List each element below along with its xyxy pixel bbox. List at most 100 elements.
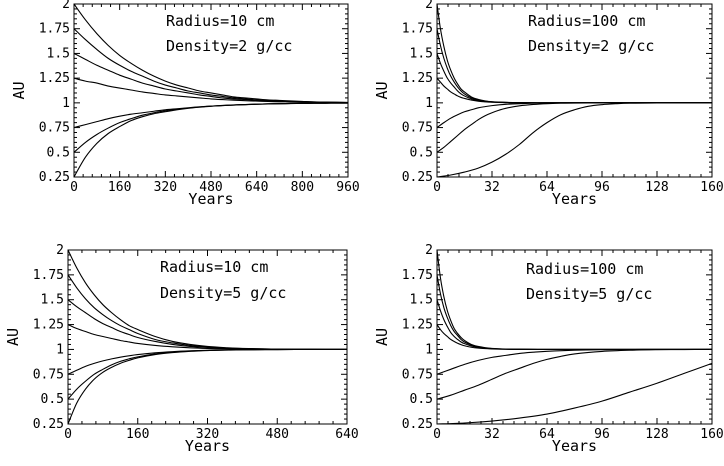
series-line: [73, 102, 349, 153]
panel-top-right: 0.25 0.5 0.75 1 1.25 1.5 1.75 2 0 32 64 96 128 160 R…: [373, 0, 724, 208]
y-tick-label: 1.25: [402, 71, 433, 86]
y-tick-label: 1: [62, 96, 70, 111]
x-tick-label: 128: [645, 427, 668, 442]
y-tick-label: 1.5: [41, 293, 64, 308]
panel-bottom-right: 0.25 0.5 0.75 1 1.25 1.5 1.75 2 0 32 64 96 128 160 R…: [373, 243, 724, 455]
series-line: [436, 102, 713, 178]
series-line: [67, 348, 348, 375]
x-tick-label: 480: [199, 180, 222, 195]
annotation-radius: Radius=10 cm: [160, 258, 268, 276]
x-tick-label: 32: [484, 427, 500, 442]
y-tick-label: 1.25: [33, 318, 64, 333]
series-line: [67, 324, 348, 350]
annotation-density: Density=5 g/cc: [526, 285, 652, 303]
x-tick-label: 160: [700, 180, 723, 195]
annotation-density: Density=2 g/cc: [166, 37, 292, 55]
x-tick-label: 64: [539, 180, 555, 195]
y-tick-label: 0.75: [39, 121, 70, 136]
x-tick-label: 64: [539, 427, 555, 442]
annotation-density: Density=5 g/cc: [160, 284, 286, 302]
x-tick-label: 128: [645, 180, 668, 195]
series-line: [67, 299, 348, 350]
y-axis-title: AU: [4, 328, 22, 346]
y-tick-label: 0.5: [410, 392, 433, 407]
y-tick-label: 2: [56, 243, 64, 258]
y-tick-label: 1.75: [402, 22, 433, 37]
x-tick-label: 640: [335, 427, 358, 442]
x-tick-label: 160: [108, 180, 131, 195]
tick-marks: [73, 3, 349, 178]
annotation-radius: Radius=10 cm: [166, 12, 274, 30]
y-tick-label: 0.25: [402, 417, 433, 432]
x-tick-label: 800: [291, 180, 314, 195]
y-tick-label: 1: [425, 342, 433, 357]
y-axis-title: AU: [10, 81, 28, 99]
curves: [73, 3, 349, 178]
y-tick-label: 1: [425, 96, 433, 111]
panel-top-left: 0.25 0.5 0.75 1 1.25 1.5 1.75 2 0 160 320 480 640 80…: [10, 0, 360, 208]
plot-frame: [67, 249, 348, 425]
x-axis-title: Years: [188, 190, 233, 208]
series-line: [73, 102, 349, 178]
series-line: [436, 348, 713, 400]
y-tick-label: 1.5: [410, 293, 433, 308]
y-tick-label: 0.75: [33, 367, 64, 382]
x-tick-label: 0: [64, 427, 72, 442]
series-line: [436, 102, 712, 129]
x-tick-label: 96: [594, 180, 610, 195]
y-tick-label: 1.75: [402, 268, 433, 283]
curves: [436, 249, 713, 425]
x-axis-title: Years: [552, 437, 597, 455]
y-tick-label: 0.5: [47, 145, 70, 160]
y-tick-label: 1.25: [402, 318, 433, 333]
tick-marks: [67, 249, 348, 425]
x-tick-label: 32: [484, 180, 500, 195]
y-axis-title: AU: [373, 328, 391, 346]
panel-bottom-left: 0.25 0.5 0.75 1 1.25 1.5 1.75 2 0 160 320 480 640 R…: [4, 243, 359, 455]
x-tick-label: 320: [196, 427, 219, 442]
y-axis-title: AU: [373, 81, 391, 99]
x-tick-labels: 0 32 64 96 128 160: [433, 427, 724, 442]
series-line: [436, 53, 712, 104]
y-tick-label: 1: [56, 342, 64, 357]
x-tick-label: 0: [433, 427, 441, 442]
tick-marks: [436, 249, 713, 425]
x-tick-labels: 0 160 320 480 640 800 960: [70, 180, 360, 195]
curves: [67, 249, 348, 425]
y-tick-label: 2: [425, 243, 433, 258]
y-tick-label: 1.75: [39, 22, 70, 37]
x-axis-title: Years: [185, 437, 230, 455]
y-tick-label: 1.75: [33, 268, 64, 283]
y-tick-label: 0.75: [402, 121, 433, 136]
y-tick-labels: 0.25 0.5 0.75 1 1.25 1.5 1.75 2: [33, 243, 64, 432]
x-tick-label: 0: [70, 180, 78, 195]
y-tick-label: 1.25: [39, 71, 70, 86]
x-tick-labels: 0 160 320 480 640: [64, 427, 359, 442]
annotation-radius: Radius=100 cm: [528, 12, 645, 30]
x-tick-label: 320: [154, 180, 177, 195]
y-tick-labels: 0.25 0.5 0.75 1 1.25 1.5 1.75 2: [402, 0, 433, 185]
y-tick-label: 1.5: [410, 46, 433, 61]
x-axis-title: Years: [552, 190, 597, 208]
y-tick-label: 2: [62, 0, 70, 12]
series-line: [436, 362, 713, 425]
y-tick-labels: 0.25 0.5 0.75 1 1.25 1.5 1.75 2: [39, 0, 70, 185]
x-tick-label: 96: [594, 427, 610, 442]
series-line: [436, 299, 712, 350]
y-tick-label: 0.25: [402, 170, 433, 185]
y-tick-label: 0.75: [402, 367, 433, 382]
series-line: [436, 348, 712, 375]
x-tick-label: 480: [266, 427, 289, 442]
series-line: [73, 77, 349, 104]
series-line: [67, 348, 348, 400]
plot-frame: [436, 249, 713, 425]
annotation-density: Density=2 g/cc: [528, 37, 654, 55]
curves: [436, 3, 713, 178]
series-line: [436, 324, 712, 350]
y-tick-label: 0.5: [410, 145, 433, 160]
x-tick-label: 160: [126, 427, 149, 442]
y-tick-label: 0.25: [33, 417, 64, 432]
x-tick-label: 640: [245, 180, 268, 195]
plot-frame: [436, 3, 713, 178]
